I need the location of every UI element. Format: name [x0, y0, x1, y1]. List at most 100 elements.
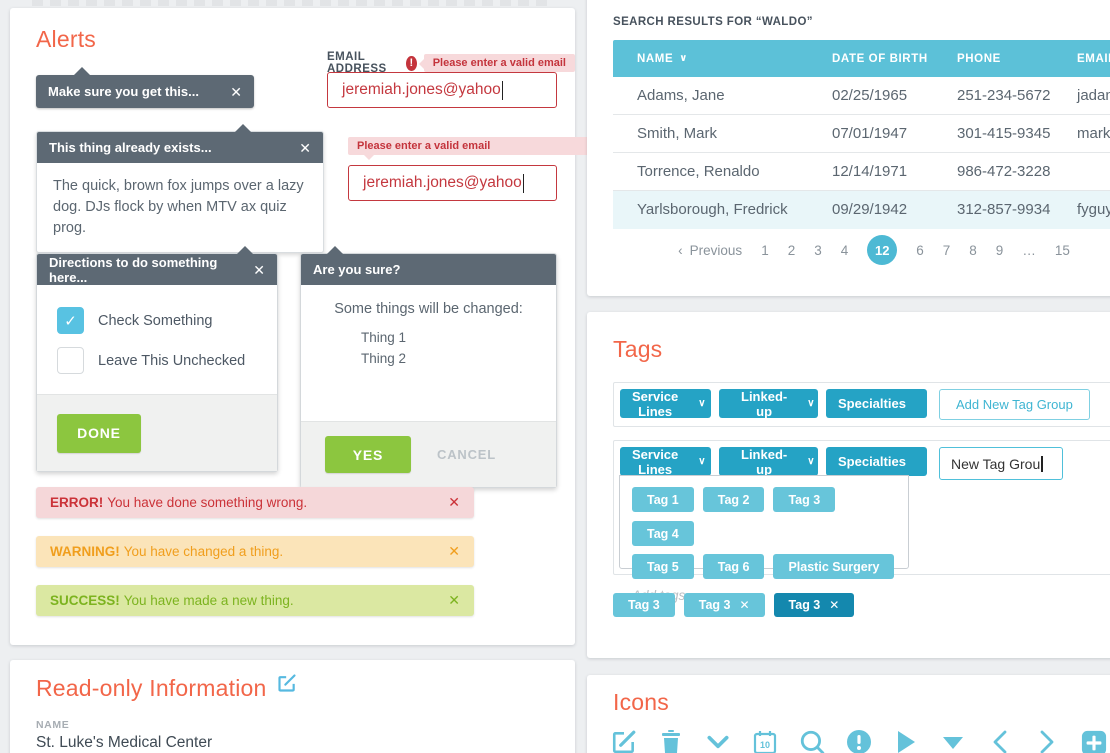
page-number[interactable]: 8: [969, 242, 977, 258]
warning-banner: WARNING! You have changed a thing. ✕: [36, 536, 474, 567]
close-icon[interactable]: ✕: [448, 543, 460, 559]
icons-title: Icons: [613, 689, 669, 715]
tag-chip[interactable]: Tag 3: [613, 593, 675, 617]
chevron-down-icon: ∨: [698, 456, 706, 467]
chevron-left-icon[interactable]: [987, 729, 1013, 753]
tag-chip[interactable]: Tag 3: [773, 487, 836, 512]
page-number[interactable]: 6: [916, 242, 924, 258]
linked-up-dropdown[interactable]: Linked-up ∨: [719, 447, 818, 477]
service-lines-dropdown[interactable]: Service Lines ∨: [620, 389, 711, 419]
directions-modal-header: Directions to do something here... ✕: [37, 246, 277, 285]
search-icon[interactable]: [799, 729, 825, 753]
popover: This thing already exists... ✕ The quick…: [36, 124, 324, 254]
alert-icon[interactable]: [846, 729, 872, 753]
close-icon[interactable]: ✕: [448, 592, 460, 608]
column-header-phone[interactable]: PHONE: [957, 52, 1001, 65]
email-input[interactable]: jeremiah.jones@yahoo: [327, 72, 557, 108]
play-icon[interactable]: [893, 729, 919, 753]
close-icon[interactable]: ✕: [299, 139, 311, 156]
close-icon[interactable]: ✕: [230, 83, 242, 100]
directions-modal-footer: DONE: [37, 394, 277, 471]
checkbox-row-checked[interactable]: ✓ Check Something: [57, 307, 277, 334]
tag-chip[interactable]: Tag 5: [632, 554, 694, 579]
confirm-modal-title: Are you sure?: [313, 262, 401, 277]
results-table: NAME∨ DATE OF BIRTH PHONE EMAIL Adams, J…: [613, 40, 1110, 271]
confirm-item: Thing 2: [361, 351, 407, 366]
specialties-dropdown-active[interactable]: Specialties ✕: [826, 447, 936, 476]
tag-group-row-open: Service Lines ∨ Linked-up ∨ Specialties …: [613, 440, 1110, 603]
pagination-previous[interactable]: ‹ Previous: [678, 242, 743, 258]
trash-icon[interactable]: [658, 729, 684, 753]
yes-button[interactable]: YES: [325, 436, 411, 473]
checkbox-unchecked-icon[interactable]: [57, 347, 84, 374]
modal-arrow: [237, 246, 253, 254]
error-banner: ERROR! You have done something wrong. ✕: [36, 487, 474, 518]
pagination-ellipsis: …: [1022, 242, 1036, 258]
email2-input[interactable]: jeremiah.jones@yahoo: [348, 165, 557, 201]
column-header-dob[interactable]: DATE OF BIRTH: [832, 52, 928, 65]
error-banner-strong: ERROR!: [50, 495, 104, 510]
page-number[interactable]: 1: [761, 242, 769, 258]
tag-chip[interactable]: Plastic Surgery: [773, 554, 895, 579]
tag-dropdown-panel: Tag 1 Tag 2 Tag 3 Tag 4 Tag 5 Tag 6 Plas…: [619, 475, 909, 603]
text-caret: [1041, 455, 1043, 472]
page-number[interactable]: 2: [787, 242, 796, 258]
checkbox-checked-icon[interactable]: ✓: [57, 307, 84, 334]
table-row[interactable]: Torrence, Renaldo 12/14/1971 986-472-3228: [613, 153, 1110, 191]
tag-chip-removable[interactable]: Tag 3 ✕: [683, 593, 765, 617]
checkbox-row-unchecked[interactable]: Leave This Unchecked: [57, 347, 277, 374]
tag-chip[interactable]: Tag 4: [632, 521, 694, 546]
email2-input-value: jeremiah.jones@yahoo: [363, 174, 522, 191]
caret-down-icon[interactable]: [940, 729, 966, 753]
close-icon[interactable]: ✕: [253, 261, 265, 278]
chevron-right-icon[interactable]: [1034, 729, 1060, 753]
readonly-field-label: NAME: [36, 719, 70, 731]
table-row-highlighted[interactable]: Yarlsborough, Fredrick 09/29/1942 312-857…: [613, 191, 1110, 229]
success-banner-strong: SUCCESS!: [50, 593, 120, 608]
tag-chip[interactable]: Tag 2: [702, 487, 765, 512]
done-button[interactable]: DONE: [57, 413, 141, 453]
search-results-card: SEARCH RESULTS FOR “WALDO” NAME ∨ DATE OF…: [587, 0, 1110, 296]
chevron-down-icon[interactable]: [705, 729, 731, 753]
readonly-title: Read-only Information: [36, 674, 267, 701]
specialties-dropdown[interactable]: Specialties ∨: [826, 389, 933, 418]
tag-chip[interactable]: Tag 1: [632, 487, 694, 512]
edit-icon[interactable]: [611, 729, 637, 753]
tags-title: Tags: [613, 336, 663, 362]
page-number[interactable]: 15: [1054, 242, 1070, 258]
pagination: ‹ Previous 1 2 3 4 12 6 7 8 9 … 15: [613, 229, 1110, 271]
close-icon[interactable]: ✕: [829, 598, 840, 612]
cancel-button[interactable]: CANCEL: [437, 447, 496, 462]
column-header-email[interactable]: EMAIL: [1077, 52, 1110, 65]
text-caret: [522, 173, 525, 193]
page-number[interactable]: 3: [814, 242, 822, 258]
page-number[interactable]: 4: [840, 242, 849, 258]
new-tag-group-input[interactable]: New Tag Grou: [939, 447, 1063, 480]
close-icon[interactable]: ✕: [739, 598, 750, 612]
close-icon[interactable]: ✕: [925, 454, 936, 469]
add-new-tag-group-button[interactable]: Add New Tag Group: [939, 389, 1090, 420]
table-header-row: NAME∨ DATE OF BIRTH PHONE EMAIL: [613, 40, 1110, 77]
linked-up-dropdown[interactable]: Linked-up ∨: [719, 389, 818, 419]
page-number[interactable]: 9: [995, 242, 1004, 258]
icons-card: Icons 10: [587, 675, 1110, 753]
tag-chip-removable-active[interactable]: Tag 3 ✕: [773, 593, 855, 617]
tag-chip[interactable]: Tag 6: [702, 554, 765, 579]
edit-icon[interactable]: [277, 673, 297, 703]
page-number-active[interactable]: 12: [867, 235, 898, 265]
search-results-title: SEARCH RESULTS FOR “WALDO”: [613, 16, 813, 28]
service-lines-dropdown[interactable]: Service Lines ∨: [620, 447, 711, 477]
confirm-modal-footer: YES CANCEL: [301, 421, 556, 487]
icons-row: 10: [611, 729, 1107, 753]
popover-body: The quick, brown fox jumps over a lazy d…: [53, 178, 304, 237]
calendar-icon[interactable]: 10: [752, 729, 778, 753]
checkbox-label: Check Something: [98, 312, 213, 329]
cut-off-text-remnant: [32, 0, 552, 6]
add-icon[interactable]: [1081, 729, 1107, 753]
page-number[interactable]: 7: [942, 242, 951, 258]
alerts-title: Alerts: [36, 26, 96, 52]
close-icon[interactable]: ✕: [448, 494, 460, 510]
column-header-name[interactable]: NAME ∨: [637, 52, 688, 65]
